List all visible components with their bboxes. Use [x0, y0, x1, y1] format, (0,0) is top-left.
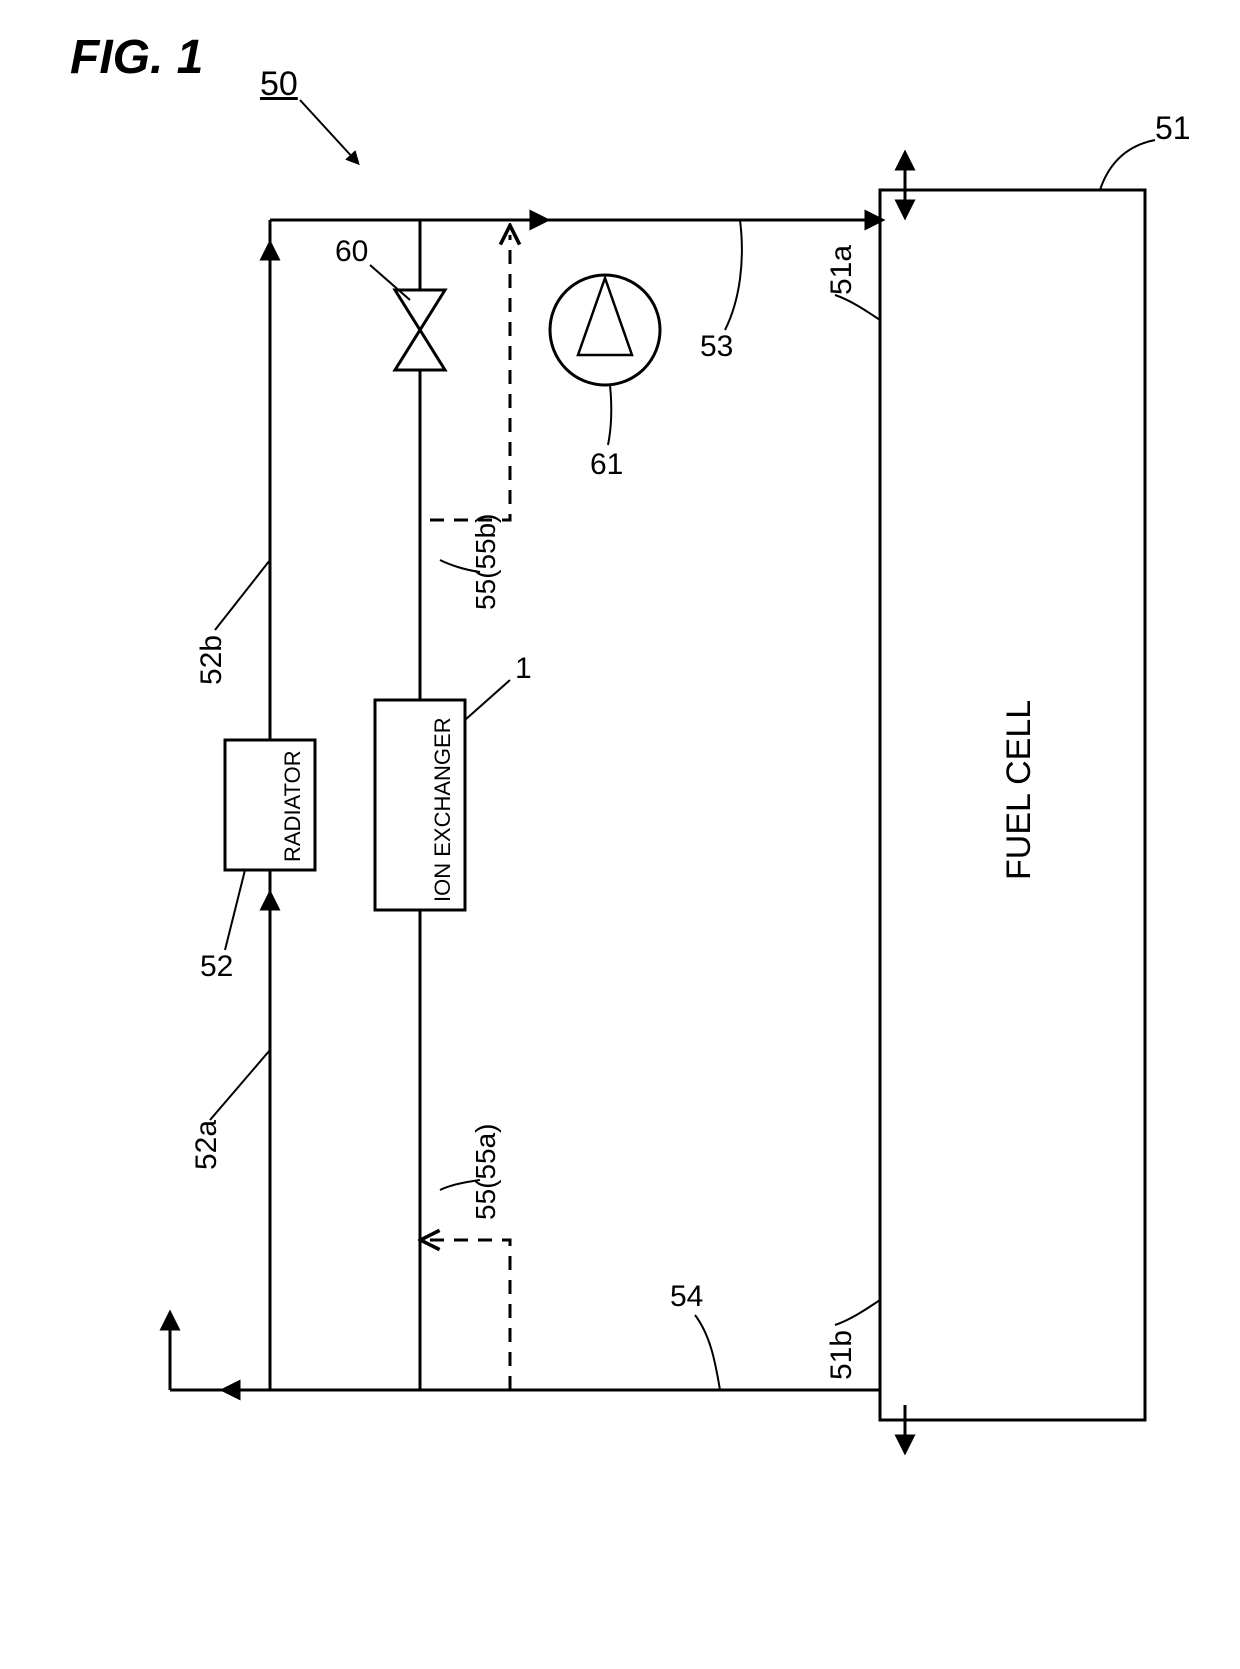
valve-ref: 60: [335, 235, 368, 269]
figure-label: FIG. 1: [70, 30, 203, 85]
fuel-cell-label: FUEL CELL: [1000, 700, 1039, 880]
bypass-a-ref: 55(55a): [470, 1123, 502, 1220]
diagram-svg: [0, 0, 1240, 1669]
bypass-55a: [430, 1240, 510, 1390]
radiator-outlet-ref: 52b: [195, 635, 229, 685]
bypass-55b: [430, 235, 510, 520]
ion-exchanger-label: ION EXCHANGER: [430, 717, 456, 902]
supply-line-ref: 53: [700, 330, 733, 364]
bypass-b-ref: 55(55b): [470, 513, 502, 610]
fuel-cell-outlet-ref: 51b: [825, 1330, 859, 1380]
radiator-inlet-ref: 52a: [190, 1120, 224, 1170]
ion-exchanger-ref: 1: [515, 652, 532, 686]
return-line-ref: 54: [670, 1280, 703, 1314]
pump-symbol: [550, 275, 660, 385]
system-ref: 50: [260, 65, 298, 104]
pump-ref: 61: [590, 448, 623, 482]
pump-triangle: [578, 278, 632, 355]
radiator-ref: 52: [200, 950, 233, 984]
valve-symbol: [395, 290, 445, 370]
fuel-cell-ref: 51: [1155, 110, 1191, 147]
figure-diagram: FIG. 1 50 FUEL CELL 51 51a 51b RADIATOR …: [0, 0, 1240, 1669]
fuel-cell-inlet-ref: 51a: [825, 245, 859, 295]
radiator-label: RADIATOR: [280, 750, 306, 862]
